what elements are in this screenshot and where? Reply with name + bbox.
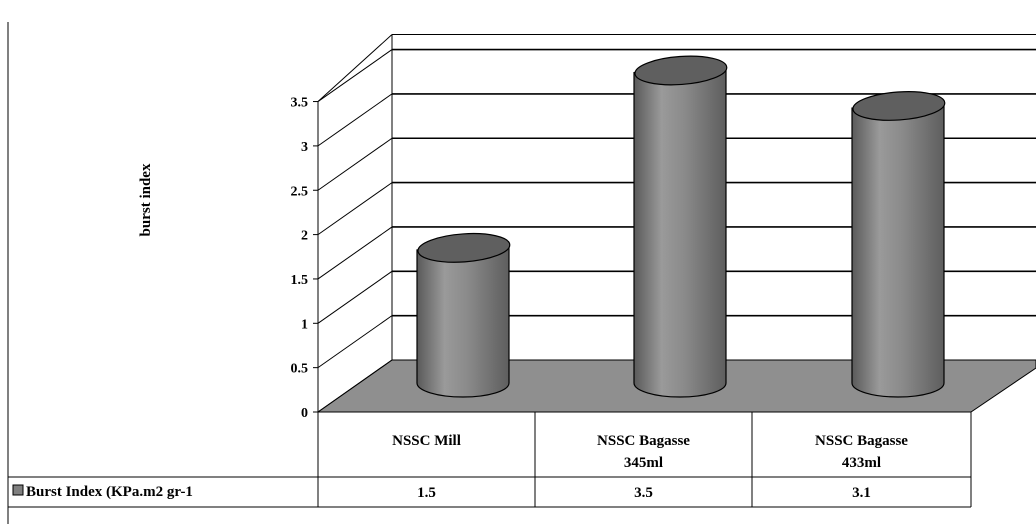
y-tick-label: 0.5: [291, 362, 309, 377]
bars-layer: [416, 55, 946, 398]
y-tick-label: 1: [301, 317, 308, 332]
bar-body: [851, 103, 945, 398]
category-label: NSSC Bagasse: [597, 433, 690, 449]
data-table-value: 1.5: [417, 485, 436, 501]
side-gridline: [317, 49, 393, 102]
side-gridline: [317, 182, 393, 236]
bar-body: [416, 245, 510, 398]
category-label: NSSC Bagasse: [815, 433, 908, 449]
data-table: NSSC Mill NSSC Bagasse 345ml NSSC Bagasse 43…: [7, 412, 972, 508]
y-tick-label: 0: [301, 406, 308, 421]
category-label: 345ml: [624, 455, 663, 471]
y-tick-label: 3.5: [291, 96, 309, 111]
y-tick-label: 1.5: [291, 273, 309, 288]
side-gridline: [317, 315, 393, 369]
bar-2: [633, 55, 728, 398]
y-tick-label: 2: [301, 229, 308, 244]
legend-label: Burst Index (KPa.m2 gr-1: [26, 484, 193, 500]
y-tick-label: 2.5: [291, 184, 309, 199]
data-table-value: 3.1: [852, 485, 871, 501]
bar-top: [852, 91, 946, 121]
category-label: 433ml: [842, 455, 881, 471]
side-gridline: [317, 270, 393, 324]
side-gridline: [317, 226, 393, 280]
bar-top: [417, 232, 511, 263]
side-gridline: [317, 93, 393, 147]
bar-3: [851, 91, 946, 398]
data-table-value: 3.5: [634, 485, 653, 501]
bar-1: [416, 232, 511, 398]
side-wall-top-edge: [317, 34, 393, 102]
bar-top: [634, 55, 728, 86]
bar-body: [633, 67, 727, 398]
legend-swatch: [12, 484, 24, 496]
y-tick-label: 3: [301, 140, 308, 155]
side-gridline: [317, 137, 393, 191]
category-label: NSSC Mill: [392, 433, 461, 449]
y-axis-label: burst index: [138, 163, 154, 236]
side-gridline: [317, 359, 393, 413]
